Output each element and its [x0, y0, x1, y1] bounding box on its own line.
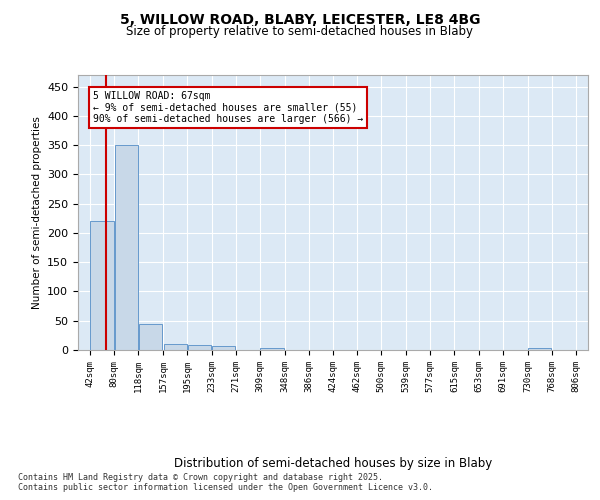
- Text: Size of property relative to semi-detached houses in Blaby: Size of property relative to semi-detach…: [127, 25, 473, 38]
- Bar: [164, 344, 187, 350]
- Bar: [91, 222, 114, 350]
- Bar: [188, 346, 211, 350]
- Bar: [139, 324, 162, 350]
- Y-axis label: Number of semi-detached properties: Number of semi-detached properties: [32, 116, 41, 309]
- Bar: [115, 145, 138, 350]
- Bar: [528, 348, 551, 350]
- Text: 5, WILLOW ROAD, BLABY, LEICESTER, LE8 4BG: 5, WILLOW ROAD, BLABY, LEICESTER, LE8 4B…: [120, 12, 480, 26]
- Text: 5 WILLOW ROAD: 67sqm
← 9% of semi-detached houses are smaller (55)
90% of semi-d: 5 WILLOW ROAD: 67sqm ← 9% of semi-detach…: [92, 90, 363, 124]
- Bar: [212, 346, 235, 350]
- Text: Distribution of semi-detached houses by size in Blaby: Distribution of semi-detached houses by …: [174, 458, 492, 470]
- Text: Contains HM Land Registry data © Crown copyright and database right 2025.
Contai: Contains HM Land Registry data © Crown c…: [18, 472, 433, 492]
- Bar: [260, 348, 284, 350]
